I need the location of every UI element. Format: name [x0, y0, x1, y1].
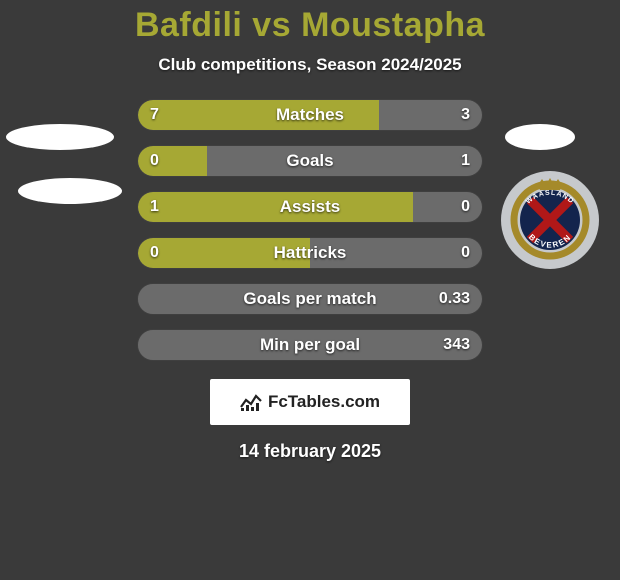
club-logo: WAASLAND BEVEREN — [500, 170, 600, 270]
bar-fill-left — [138, 192, 413, 222]
stat-row-min-per-goal: Min per goal343 — [137, 329, 483, 361]
date-text: 14 february 2025 — [0, 441, 620, 462]
bar-fill-right — [310, 238, 482, 268]
subtitle: Club competitions, Season 2024/2025 — [0, 55, 620, 75]
stat-row-matches: Matches73 — [137, 99, 483, 131]
bar-fill-left — [138, 146, 207, 176]
player-left-placeholder-2 — [18, 178, 122, 204]
bar-fill-right — [379, 100, 482, 130]
bar-fill-right — [413, 192, 482, 222]
bar-fill-right — [138, 330, 482, 360]
stat-row-hattricks: Hattricks00 — [137, 237, 483, 269]
stat-row-goals: Goals01 — [137, 145, 483, 177]
brand-chart-icon — [240, 392, 262, 412]
bar-fill-left — [138, 100, 379, 130]
player-right-placeholder — [505, 124, 575, 150]
bar-fill-left — [138, 238, 310, 268]
brand-box: FcTables.com — [210, 379, 410, 425]
page-title: Bafdili vs Moustapha — [0, 6, 620, 45]
brand-text: FcTables.com — [268, 392, 380, 412]
bar-fill-right — [207, 146, 482, 176]
stat-row-goals-per-match: Goals per match0.33 — [137, 283, 483, 315]
stat-row-assists: Assists10 — [137, 191, 483, 223]
bar-fill-right — [138, 284, 482, 314]
player-left-placeholder-1 — [6, 124, 114, 150]
